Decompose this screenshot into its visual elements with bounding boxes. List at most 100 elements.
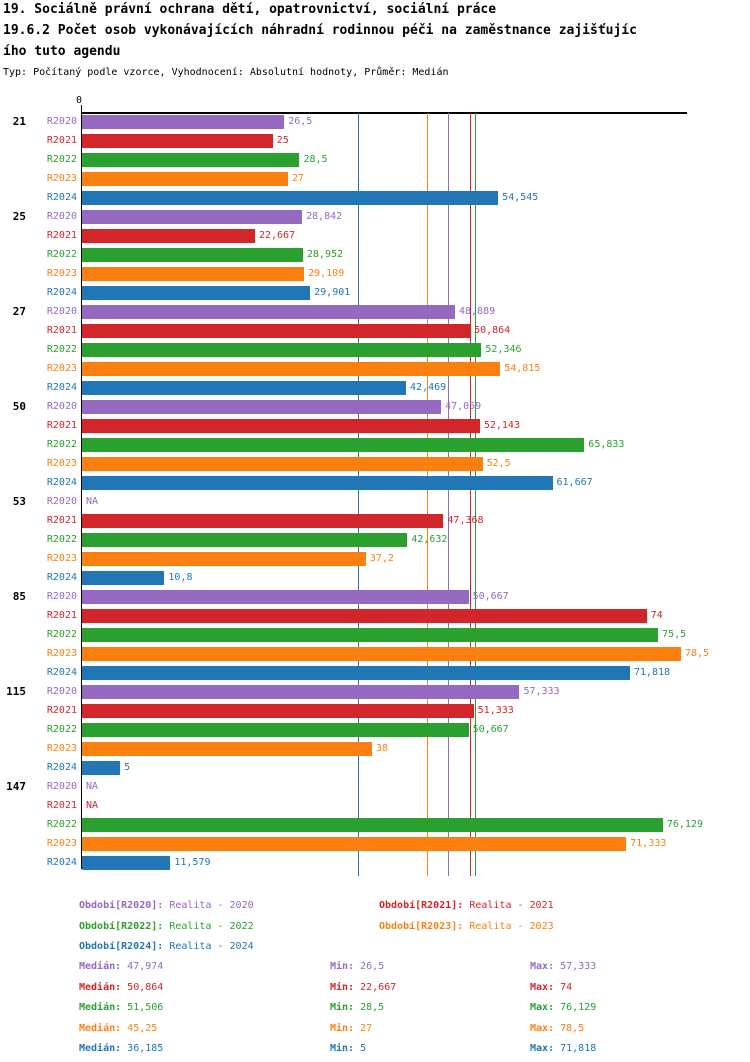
bar-value-label: 25 xyxy=(276,135,289,146)
stat-min-r2020: Min: 26,5 xyxy=(330,961,385,972)
bar-value-label: 52,346 xyxy=(485,344,522,355)
bar-r2020 xyxy=(82,685,520,699)
bar-r2024 xyxy=(82,856,171,870)
legend-item-r2022: Období[R2022]: Realita - 2022 xyxy=(79,920,254,932)
series-row-label: R2020 xyxy=(46,686,77,697)
page-subtitle-line1: 19.6.2 Počet osob vykonávajících náhradn… xyxy=(3,23,637,38)
series-row-label: R2021 xyxy=(46,325,77,336)
bar-r2023 xyxy=(82,457,483,471)
bar-value-label: 47,059 xyxy=(445,401,482,412)
bar-r2022 xyxy=(82,723,469,737)
stat-label: Medián: xyxy=(79,1022,122,1034)
bar-r2021 xyxy=(82,609,647,623)
category-label: 27 xyxy=(12,305,26,318)
legend-item-r2023: Období[R2023]: Realita - 2023 xyxy=(379,920,554,932)
legend-item-r2020: Období[R2020]: Realita - 2020 xyxy=(79,900,254,911)
category-label: 115 xyxy=(6,685,26,698)
bar-r2024 xyxy=(82,476,553,490)
bar-value-label: 65,833 xyxy=(588,439,625,450)
stat-min-r2022: Min: 28,5 xyxy=(330,1002,385,1013)
bar-value-label: 42,469 xyxy=(410,382,447,393)
stat-label: Min: xyxy=(330,1022,355,1034)
series-row-label: R2024 xyxy=(46,192,77,203)
stat-label: Min: xyxy=(330,1043,355,1054)
stat-median-r2020: Medián: 47,974 xyxy=(79,961,164,972)
stat-label: Min: xyxy=(330,961,355,972)
stat-label: Max: xyxy=(530,1002,555,1013)
bar-value-label: 47,368 xyxy=(447,515,484,526)
bar-value-label: 37,2 xyxy=(369,553,394,564)
stat-max-r2023: Max: 78,5 xyxy=(530,1022,585,1034)
stat-max-r2020: Max: 57,333 xyxy=(530,961,597,972)
stat-label: Max: xyxy=(530,1043,555,1054)
y-axis-line xyxy=(80,105,82,869)
series-row-label: R2022 xyxy=(46,534,77,545)
median-line-r2021 xyxy=(470,113,472,876)
bar-value-label: 52,5 xyxy=(486,458,511,469)
bar-value-label: 54,815 xyxy=(504,363,541,374)
stat-label: Medián: xyxy=(79,1043,122,1054)
series-row-label: R2024 xyxy=(46,287,77,298)
series-row-label: R2023 xyxy=(46,553,77,564)
stat-max-r2022: Max: 76,129 xyxy=(530,1002,597,1013)
bar-value-label: 29,109 xyxy=(308,268,345,279)
bar-r2020 xyxy=(82,305,456,319)
bar-na-label: NA xyxy=(86,781,99,792)
bar-value-label: 48,889 xyxy=(459,306,496,317)
series-row-label: R2023 xyxy=(46,838,77,849)
stat-median-r2022: Medián: 51,506 xyxy=(79,1002,164,1013)
bar-r2023 xyxy=(82,647,681,661)
stat-label: Medián: xyxy=(79,961,122,972)
legend-item-prefix: Období[R2020]: xyxy=(79,900,164,911)
bar-r2023 xyxy=(82,742,372,756)
bar-value-label: 71,333 xyxy=(630,838,667,849)
series-row-label: R2024 xyxy=(46,762,77,773)
bar-r2024 xyxy=(82,761,121,775)
series-row-label: R2020 xyxy=(46,496,77,507)
bar-r2020 xyxy=(82,115,285,129)
stat-median-r2021: Medián: 50,864 xyxy=(79,981,164,993)
bar-value-label: 54,545 xyxy=(502,192,539,203)
series-row-label: R2022 xyxy=(46,154,77,165)
bar-na-label: NA xyxy=(86,800,99,811)
bar-r2021 xyxy=(82,229,255,243)
bar-value-label: 52,143 xyxy=(483,420,520,431)
series-row-label: R2022 xyxy=(46,344,77,355)
series-row-label: R2022 xyxy=(46,439,77,450)
stat-label: Min: xyxy=(330,981,355,993)
legend-item-prefix: Období[R2021]: xyxy=(379,900,464,911)
bar-r2023 xyxy=(82,267,305,281)
category-label: 147 xyxy=(6,780,26,793)
bar-value-label: 61,667 xyxy=(556,477,593,488)
bar-r2024 xyxy=(82,381,407,395)
bar-r2021 xyxy=(82,419,480,433)
series-row-label: R2024 xyxy=(46,857,77,868)
series-row-label: R2021 xyxy=(46,800,77,811)
page-subtitle-line2: ího tuto agendu xyxy=(3,44,121,59)
stat-min-r2024: Min: 5 xyxy=(330,1043,367,1054)
x-axis-line xyxy=(82,112,687,114)
series-row-label: R2020 xyxy=(46,401,77,412)
series-row-label: R2022 xyxy=(46,249,77,260)
series-row-label: R2022 xyxy=(46,724,77,735)
bar-value-label: 11,579 xyxy=(174,857,211,868)
bar-r2022 xyxy=(82,818,663,832)
bar-value-label: 38 xyxy=(375,743,388,754)
bar-value-label: 57,333 xyxy=(523,686,560,697)
legend-item-r2021: Období[R2021]: Realita - 2021 xyxy=(379,900,554,911)
stat-label: Max: xyxy=(530,1022,555,1034)
series-row-label: R2023 xyxy=(46,743,77,754)
series-row-label: R2020 xyxy=(46,211,77,222)
category-label: 50 xyxy=(12,400,26,413)
bar-r2020 xyxy=(82,400,442,414)
bar-value-label: 74 xyxy=(650,610,663,621)
bar-value-label: 10,8 xyxy=(168,572,193,583)
bar-r2024 xyxy=(82,286,311,300)
bar-value-label: 42,632 xyxy=(411,534,448,545)
bar-value-label: 78,5 xyxy=(684,648,710,659)
series-row-label: R2023 xyxy=(46,363,77,374)
series-row-label: R2024 xyxy=(46,382,77,393)
bar-value-label: 50,667 xyxy=(472,724,509,735)
series-row-label: R2020 xyxy=(46,306,77,317)
legend-item-r2024: Období[R2024]: Realita - 2024 xyxy=(79,941,254,952)
